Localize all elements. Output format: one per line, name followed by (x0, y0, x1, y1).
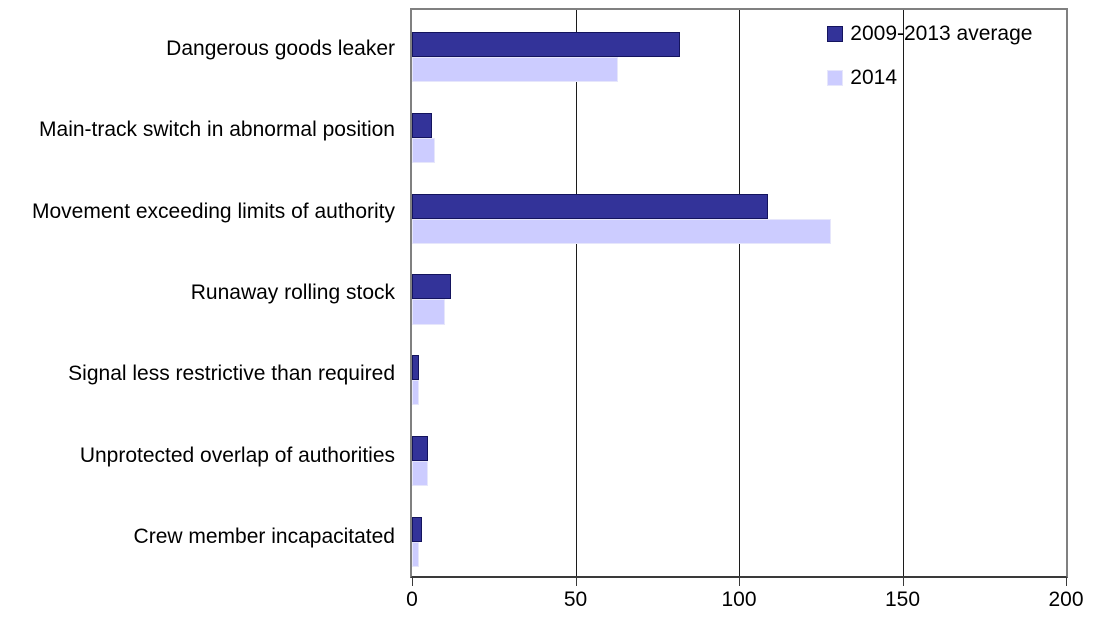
category-label-text: Signal less restrictive than required (68, 362, 395, 386)
bar-2009-2013-average (412, 436, 429, 462)
category-label-text: Main-track switch in abnormal position (39, 118, 395, 142)
bar-2009-2013-average (412, 193, 769, 219)
category-labels: Dangerous goods leaker Main-track switch … (0, 8, 402, 578)
bar-2009-2013-average (412, 516, 422, 543)
category-label: Main-track switch in abnormal position (0, 89, 402, 170)
category-label-text: Movement exceeding limits of authority (32, 199, 395, 223)
bar-2014 (412, 299, 445, 325)
x-tick-label: 100 (721, 588, 757, 611)
x-tick-label: 0 (406, 588, 418, 611)
bar-2014 (412, 380, 419, 406)
x-axis: 0 50 100 150 200 (406, 578, 1084, 623)
bar-2014 (412, 56, 618, 82)
x-tick-mark (739, 578, 740, 586)
x-tick-label: 50 (563, 588, 588, 611)
gridline (575, 10, 577, 576)
plot-area: 2009-2013 average 2014 (410, 8, 1068, 578)
x-tick-mark (1066, 578, 1067, 586)
category-label: Unprotected overlap of authorities (0, 415, 402, 496)
category-label-text: Runaway rolling stock (190, 280, 395, 304)
bar-2009-2013-average (412, 355, 419, 381)
x-tick-mark (575, 578, 577, 586)
bar-2014 (412, 218, 831, 244)
legend: 2009-2013 average 2014 (827, 22, 1032, 90)
bar-2014 (412, 461, 429, 487)
category-label: Signal less restrictive than required (0, 334, 402, 415)
bar-2009-2013-average (412, 274, 452, 300)
category-label: Dangerous goods leaker (0, 8, 402, 89)
x-tick-label: 150 (884, 588, 921, 611)
legend-swatch-2009-2013-average (827, 26, 844, 42)
legend-swatch-2014 (827, 70, 844, 86)
bar-2014 (412, 137, 435, 163)
category-label-text: Crew member incapacitated (133, 525, 395, 549)
bar-2009-2013-average (412, 112, 432, 138)
bar-2014 (412, 542, 419, 568)
gridline (739, 10, 740, 576)
category-label: Runaway rolling stock (0, 252, 402, 333)
legend-label: 2009-2013 average (850, 22, 1033, 45)
x-tick-label: 200 (1048, 588, 1084, 611)
legend-label: 2014 (850, 66, 897, 89)
gridline (902, 10, 904, 576)
category-label: Crew member incapacitated (0, 497, 402, 578)
category-label-text: Unprotected overlap of authorities (79, 443, 395, 467)
legend-item-2009-2013-average: 2009-2013 average (827, 22, 1032, 46)
category-label-text: Dangerous goods leaker (166, 36, 395, 60)
bar-2009-2013-average (412, 31, 681, 57)
x-tick-mark (902, 578, 904, 586)
legend-item-2014: 2014 (827, 66, 1032, 90)
category-label: Movement exceeding limits of authority (0, 171, 402, 252)
x-tick-mark (412, 578, 413, 586)
